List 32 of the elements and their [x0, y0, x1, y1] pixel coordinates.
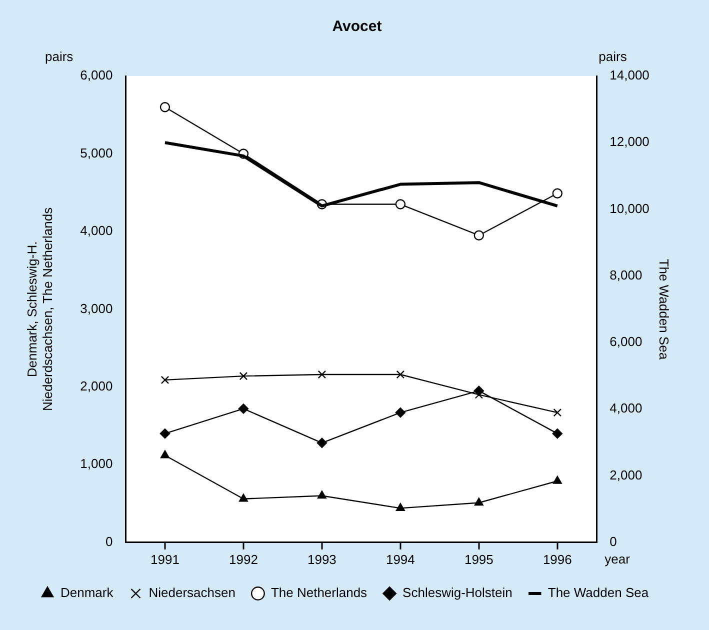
text: pairs [45, 49, 74, 64]
legend-label: The Netherlands [270, 585, 368, 600]
x-tick-label: 1991 [150, 552, 180, 567]
y2-tick-label: 12,000 [610, 134, 650, 150]
y-tick-label: 6,000 [80, 68, 113, 83]
y2-tick-label: 14,000 [610, 68, 650, 83]
legend-label: Niedersachsen [148, 585, 236, 600]
x-tick-label: 1996 [542, 552, 572, 567]
y2-tick-label: 0 [610, 534, 617, 549]
text: year [604, 551, 631, 566]
y-tick-label: 5,000 [80, 145, 113, 160]
y-tick-label: 2,000 [80, 378, 113, 394]
y2-tick-label: 8,000 [610, 267, 642, 282]
y-tick-label: 0 [105, 534, 113, 549]
y-axis-title: Denmark, Schleswig-H. Niederdscachsen, The Netherlands [24, 206, 55, 411]
y-tick-label: 4,000 [80, 223, 113, 238]
chart-title: Avocet [332, 18, 382, 36]
text: pairs [598, 49, 628, 64]
x-tick-label: 1992 [228, 552, 258, 567]
y-tick-label: 1,000 [80, 456, 113, 472]
legend-label: The Wadden Sea [548, 585, 650, 600]
y2-tick-label: 2,000 [610, 467, 642, 482]
x-tick-label: 1994 [386, 552, 415, 567]
legend-label: Denmark [60, 585, 114, 600]
y-tick-label: 3,000 [80, 300, 113, 316]
y2-tick-label: 10,000 [610, 200, 650, 216]
y2-tick-label: 4,000 [610, 400, 642, 416]
legend-label: Schleswig-Holstein [402, 585, 512, 600]
y2-tick-label: 6,000 [610, 334, 642, 350]
x-tick-label: 1995 [464, 552, 494, 567]
y2-axis-title: The Wadden Sea [656, 258, 672, 360]
x-tick-label: 1993 [307, 552, 336, 567]
